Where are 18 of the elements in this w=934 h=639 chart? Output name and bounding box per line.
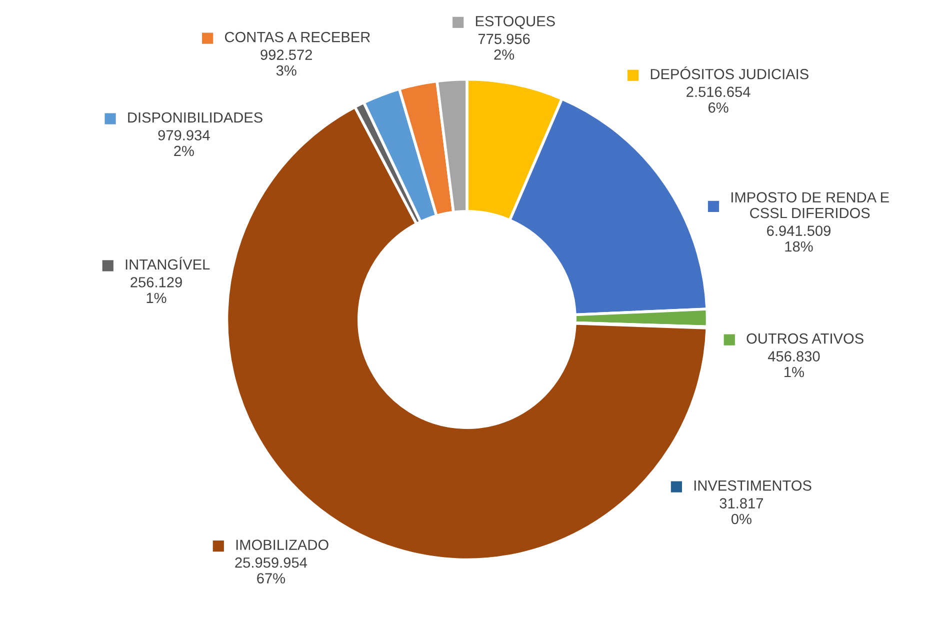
legend-label: IMPOSTO DE RENDA E CSSL DIFERIDOS (732, 192, 889, 218)
legend-label: IMOBILIZADO (236, 540, 328, 550)
data-label: 992.572 3% (260, 50, 312, 76)
data-label: 256.129 1% (130, 277, 182, 304)
legend-label: ESTOQUES (476, 16, 555, 29)
legend-label: CONTAS A RECEBER (224, 32, 370, 42)
legend-label: INVESTIMENTOS (694, 480, 812, 491)
legend-label: INTANGÍVEL (126, 256, 210, 270)
data-label: 25.959.954 67% (235, 557, 308, 584)
data-label: 775.956 2% (478, 34, 530, 60)
legend-label: DEPÓSITOS JUDICIAIS (650, 66, 808, 80)
data-label: 456.830 1% (768, 351, 820, 378)
data-label: 31.817 0% (720, 498, 764, 524)
legend-label: OUTROS ATIVOS (746, 333, 864, 344)
legend-label: DISPONIBILIDADES (128, 112, 262, 123)
data-label: 979.934 2% (158, 130, 210, 156)
data-label: 2.516.654 6% (686, 86, 750, 113)
data-label: 6.941.509 18% (767, 226, 830, 252)
